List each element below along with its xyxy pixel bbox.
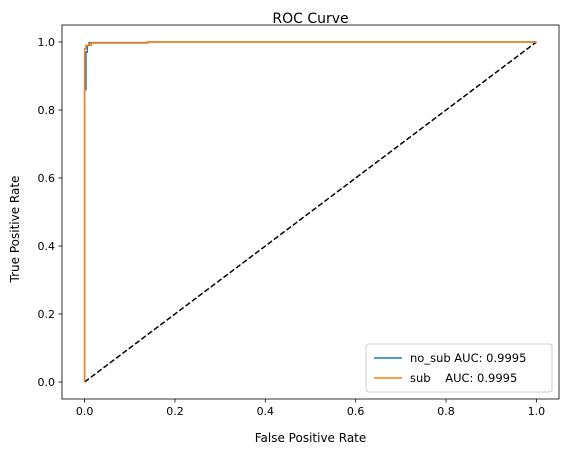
legend-box <box>365 343 553 393</box>
axis-ticks: 0.0 0.2 0.4 0.6 0.8 1.0 0.0 0.2 0.4 0.6 0.8 1.0 <box>38 36 546 418</box>
x-tick-label: 0.2 <box>166 405 184 418</box>
y-tick-label: 0.4 <box>38 240 56 253</box>
y-tick-label: 0.0 <box>38 376 56 389</box>
x-axis-label: False Positive Rate <box>255 431 367 445</box>
chart-title: ROC Curve <box>272 11 348 27</box>
axes-frame <box>61 24 560 400</box>
series-line-1 <box>83 41 537 382</box>
y-tick-label: 0.8 <box>38 104 56 117</box>
y-tick-label: 0.6 <box>38 172 56 185</box>
legend-label-1: sub AUC: 0.9995 <box>410 371 517 385</box>
legend-label-0: no_sub AUC: 0.9995 <box>410 351 526 365</box>
legend: no_sub AUC: 0.9995 sub AUC: 0.9995 <box>365 343 553 393</box>
x-tick-label: 1.0 <box>528 405 546 418</box>
x-tick-label: 0.0 <box>76 405 94 418</box>
y-tick-label: 0.2 <box>38 308 56 321</box>
y-axis-label: True Positive Rate <box>8 176 22 284</box>
plot-area <box>83 41 537 383</box>
x-tick-label: 0.8 <box>437 405 455 418</box>
reference-diagonal-line <box>84 41 537 383</box>
x-tick-label: 0.6 <box>347 405 365 418</box>
y-tick-label: 1.0 <box>38 36 56 49</box>
x-tick-label: 0.4 <box>257 405 275 418</box>
